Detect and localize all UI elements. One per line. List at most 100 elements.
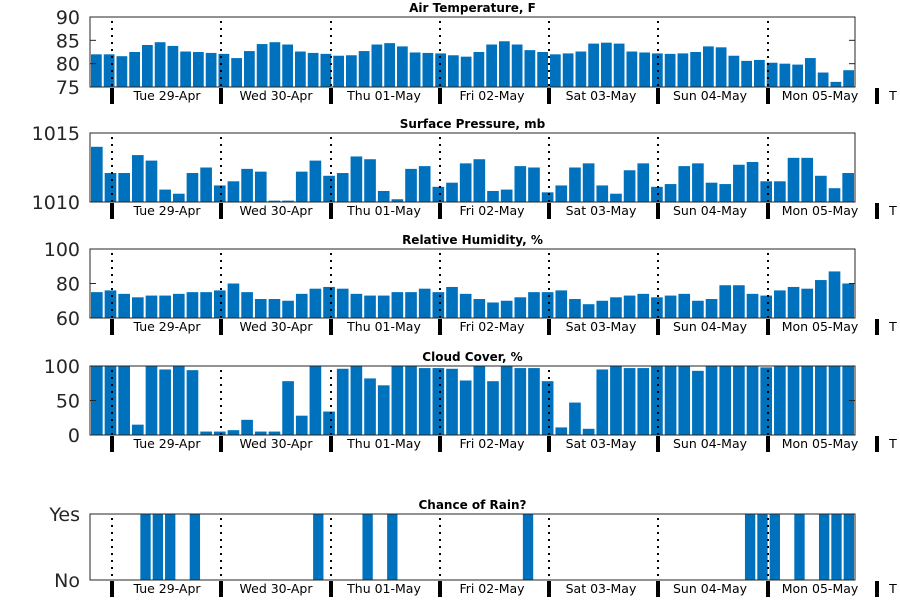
bar xyxy=(703,46,714,87)
bar xyxy=(256,44,268,87)
bar xyxy=(131,297,144,318)
bar xyxy=(637,293,650,318)
day-label: Wed 30-Apr xyxy=(240,203,314,218)
bar xyxy=(801,157,814,202)
bar xyxy=(575,51,587,87)
bar xyxy=(787,286,800,318)
bar xyxy=(715,47,727,87)
bar xyxy=(555,185,568,202)
bar xyxy=(541,192,554,202)
bar xyxy=(760,181,773,202)
bar xyxy=(180,51,191,87)
bar xyxy=(842,173,854,202)
day-label: Thu 01-May xyxy=(346,88,421,103)
bar xyxy=(397,46,408,87)
bar xyxy=(282,44,293,87)
bar xyxy=(309,160,322,202)
bar xyxy=(815,366,827,435)
bar xyxy=(172,193,185,202)
bar xyxy=(145,160,158,202)
bar xyxy=(692,370,704,435)
bar xyxy=(104,366,117,435)
bar xyxy=(746,366,759,435)
bar xyxy=(555,427,568,435)
bar xyxy=(145,366,158,435)
bar xyxy=(733,285,745,318)
bar xyxy=(805,58,816,87)
bar xyxy=(405,366,417,435)
bar xyxy=(350,366,363,435)
bar xyxy=(514,297,527,318)
day-label: Sat 03-May xyxy=(566,88,637,103)
day-label: T xyxy=(888,319,897,334)
day-label: Sat 03-May xyxy=(566,319,637,334)
bar xyxy=(719,184,732,202)
bar xyxy=(733,366,745,435)
bar xyxy=(295,171,308,202)
bar xyxy=(213,290,226,318)
bar xyxy=(541,292,554,319)
bar xyxy=(241,419,253,435)
bar xyxy=(719,366,732,435)
bar xyxy=(227,181,240,202)
bar xyxy=(282,381,294,435)
day-label: Fri 02-May xyxy=(459,581,525,596)
bar xyxy=(432,186,445,202)
bar xyxy=(760,295,773,318)
bar xyxy=(118,293,130,318)
bar xyxy=(677,53,689,87)
bar xyxy=(307,52,319,87)
bar xyxy=(601,42,612,87)
bar xyxy=(623,295,636,318)
bar xyxy=(760,367,773,435)
bar xyxy=(664,53,676,87)
bar xyxy=(719,285,732,318)
bar xyxy=(446,286,458,318)
bar xyxy=(774,366,786,435)
bar xyxy=(282,300,294,318)
bar xyxy=(613,43,625,87)
bar xyxy=(268,299,281,318)
bar xyxy=(787,366,800,435)
bar xyxy=(828,188,841,202)
bar xyxy=(200,167,212,202)
day-label: Mon 05-May xyxy=(782,203,859,218)
bar xyxy=(757,514,768,580)
day-label: Sat 03-May xyxy=(566,203,637,218)
bar xyxy=(569,299,581,318)
panel-title: Air Temperature, F xyxy=(409,1,536,15)
bar xyxy=(678,366,691,435)
bar xyxy=(323,175,335,202)
bar xyxy=(448,55,459,87)
bar xyxy=(637,163,650,202)
bar xyxy=(391,292,404,319)
bar xyxy=(418,368,431,435)
day-label: Mon 05-May xyxy=(782,88,859,103)
bar xyxy=(227,283,240,318)
day-label: Mon 05-May xyxy=(782,436,859,451)
day-label: Tue 29-Apr xyxy=(132,88,201,103)
bar xyxy=(254,431,267,435)
bar xyxy=(705,182,718,202)
bar xyxy=(746,293,759,318)
bar xyxy=(364,159,376,202)
bar xyxy=(815,280,827,318)
day-label: Mon 05-May xyxy=(782,581,859,596)
panel-title: Cloud Cover, % xyxy=(422,350,522,364)
chart-panel-2: Surface Pressure, mb 1010 1015 Tue 29-Apr We… xyxy=(32,117,897,219)
bar xyxy=(336,288,349,318)
bar xyxy=(200,431,212,435)
bar xyxy=(801,288,814,318)
bar xyxy=(769,514,780,580)
bar xyxy=(213,185,226,202)
bar xyxy=(610,366,622,435)
bar xyxy=(154,42,166,87)
bar xyxy=(186,370,199,435)
bar xyxy=(500,300,513,318)
bar xyxy=(377,190,390,202)
plot-frame xyxy=(89,132,856,203)
bar xyxy=(511,44,523,87)
day-label: T xyxy=(888,88,897,103)
bar xyxy=(350,156,363,202)
